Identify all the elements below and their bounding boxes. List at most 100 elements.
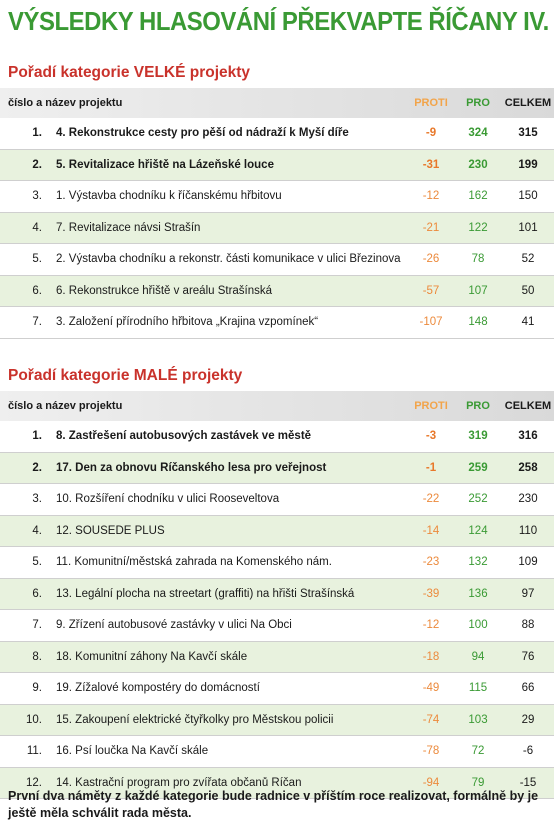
results-table-velke: číslo a název projektu PROTI PRO CELKEM … bbox=[0, 88, 554, 339]
celkem-cell: 76 bbox=[521, 650, 535, 663]
rank-cell: 6. bbox=[32, 587, 42, 600]
celkem-cell: 258 bbox=[518, 461, 538, 474]
header-pro: PRO bbox=[466, 400, 490, 412]
proti-cell: -22 bbox=[422, 493, 440, 506]
table-row: 4. 7. Revitalizace návsi Strašín -21 122 101 bbox=[0, 212, 554, 243]
page-title: VÝSLEDKY HLASOVÁNÍ PŘEKVAPTE ŘÍČANY IV. bbox=[8, 6, 549, 36]
table-row: 3. 1. Výstavba chodníku k říčanskému hřbi… bbox=[0, 181, 554, 212]
row-divider bbox=[0, 735, 554, 736]
project-name-cell: 16. Psí loučka Na Kavčí skále bbox=[56, 745, 209, 758]
celkem-cell: 88 bbox=[521, 619, 535, 632]
project-name-cell: 3. Založení přírodního hřbitova „Krajina… bbox=[56, 316, 319, 329]
pro-cell: 162 bbox=[468, 190, 488, 203]
celkem-cell: 50 bbox=[521, 284, 535, 297]
row-divider bbox=[0, 180, 554, 181]
celkem-cell: 315 bbox=[518, 127, 538, 140]
project-name-cell: 6. Rekonstrukce hřiště v areálu Strašíns… bbox=[56, 284, 273, 297]
rank-cell: 2. bbox=[32, 461, 42, 474]
table-row: 12. 14. Kastrační program pro zvířata obč… bbox=[0, 767, 554, 798]
table-header: číslo a název projektu PROTI PRO CELKEM bbox=[0, 88, 554, 118]
proti-cell: -14 bbox=[422, 524, 440, 537]
pro-cell: 103 bbox=[468, 713, 488, 726]
pro-cell: 78 bbox=[471, 253, 485, 266]
project-name-cell: 12. SOUSEDÉ PLUS bbox=[56, 524, 165, 537]
table-row: 9. 19. Žížalové kompostéry do domácností -… bbox=[0, 673, 554, 704]
rank-cell: 10. bbox=[26, 713, 42, 726]
proti-cell: -57 bbox=[422, 284, 440, 297]
section-title-velke: Pořadí kategorie VELKÉ projekty bbox=[8, 64, 251, 81]
pro-cell: 100 bbox=[468, 619, 488, 632]
pro-cell: 319 bbox=[468, 430, 488, 443]
rank-cell: 5. bbox=[32, 556, 42, 569]
rank-cell: 3. bbox=[32, 493, 42, 506]
project-name-cell: 17. Den za obnovu Říčanského lesa pro ve… bbox=[56, 461, 327, 474]
proti-cell: -31 bbox=[422, 158, 440, 171]
table-row: 7. 3. Založení přírodního hřbitova „Kraji… bbox=[0, 307, 554, 338]
pro-cell: 107 bbox=[468, 284, 488, 297]
pro-cell: 124 bbox=[468, 524, 488, 537]
header-celkem: CELKEM bbox=[504, 97, 552, 109]
table-row: 5. 11. Komunitní/městská zahrada na Komen… bbox=[0, 547, 554, 578]
table-row: 11. 16. Psí loučka Na Kavčí skále -78 72 -6 bbox=[0, 736, 554, 767]
proti-cell: -18 bbox=[422, 650, 440, 663]
project-name-cell: 18. Komunitní záhony Na Kavčí skále bbox=[56, 650, 248, 663]
rank-cell: 12. bbox=[26, 776, 42, 789]
header-name: číslo a název projektu bbox=[8, 400, 123, 412]
row-divider bbox=[0, 211, 554, 213]
project-name-cell: 4. Rekonstrukce cesty pro pěší od nádraž… bbox=[56, 127, 349, 140]
pro-cell: 136 bbox=[468, 587, 488, 600]
celkem-cell: -15 bbox=[519, 776, 537, 789]
celkem-cell: 230 bbox=[518, 493, 538, 506]
pro-cell: 132 bbox=[468, 556, 488, 569]
proti-cell: -12 bbox=[422, 190, 440, 203]
proti-cell: -107 bbox=[419, 316, 443, 329]
rank-cell: 1. bbox=[32, 127, 42, 140]
proti-cell: -1 bbox=[425, 461, 437, 474]
project-name-cell: 19. Žížalové kompostéry do domácností bbox=[56, 682, 260, 695]
header-proti: PROTI bbox=[414, 97, 448, 109]
proti-cell: -39 bbox=[422, 587, 440, 600]
table-row: 5. 2. Výstavba chodníku a rekonstr. části… bbox=[0, 244, 554, 275]
row-divider bbox=[0, 274, 554, 276]
project-name-cell: 15. Zakoupení elektrické čtyřkolky pro M… bbox=[56, 713, 334, 726]
header-celkem: CELKEM bbox=[504, 400, 552, 412]
header-name: číslo a název projektu bbox=[8, 97, 123, 109]
project-name-cell: 10. Rozšíření chodníku v ulici Roosevelt… bbox=[56, 493, 280, 506]
pro-cell: 72 bbox=[471, 745, 485, 758]
rank-cell: 5. bbox=[32, 253, 42, 266]
table-row: 6. 6. Rekonstrukce hřiště v areálu Straší… bbox=[0, 275, 554, 306]
celkem-cell: 41 bbox=[521, 316, 535, 329]
pro-cell: 79 bbox=[471, 776, 485, 789]
celkem-cell: 52 bbox=[521, 253, 535, 266]
celkem-cell: 316 bbox=[518, 430, 538, 443]
proti-cell: -74 bbox=[422, 713, 440, 726]
row-divider bbox=[0, 609, 554, 610]
table-row: 8. 18. Komunitní záhony Na Kavčí skále -18… bbox=[0, 641, 554, 672]
project-name-cell: 7. Revitalizace návsi Strašín bbox=[56, 221, 201, 234]
pro-cell: 148 bbox=[468, 316, 488, 329]
rank-cell: 9. bbox=[32, 682, 42, 695]
project-name-cell: 1. Výstavba chodníku k říčanskému hřbito… bbox=[56, 190, 282, 203]
section-title-male: Pořadí kategorie MALÉ projekty bbox=[8, 367, 243, 384]
celkem-cell: 150 bbox=[518, 190, 538, 203]
table-row: 2. 17. Den za obnovu Říčanského lesa pro … bbox=[0, 452, 554, 483]
row-divider bbox=[0, 337, 554, 339]
row-divider bbox=[0, 306, 554, 307]
row-divider bbox=[0, 546, 554, 547]
header-proti: PROTI bbox=[414, 400, 448, 412]
proti-cell: -26 bbox=[422, 253, 440, 266]
table-row: 4. 12. SOUSEDÉ PLUS -14 124 110 bbox=[0, 515, 554, 546]
celkem-cell: 110 bbox=[518, 524, 538, 537]
row-divider bbox=[0, 514, 554, 516]
pro-cell: 122 bbox=[468, 221, 488, 234]
project-name-cell: 14. Kastrační program pro zvířata občanů… bbox=[56, 776, 302, 789]
proti-cell: -12 bbox=[422, 619, 440, 632]
pro-cell: 230 bbox=[468, 158, 488, 171]
project-name-cell: 13. Legální plocha na streetart (graffit… bbox=[56, 587, 355, 600]
rank-cell: 11. bbox=[26, 745, 42, 758]
pro-cell: 94 bbox=[471, 650, 485, 663]
header-pro: PRO bbox=[466, 97, 490, 109]
celkem-cell: -6 bbox=[522, 745, 534, 758]
table-row: 6. 13. Legální plocha na streetart (graff… bbox=[0, 578, 554, 609]
row-divider bbox=[0, 148, 554, 150]
